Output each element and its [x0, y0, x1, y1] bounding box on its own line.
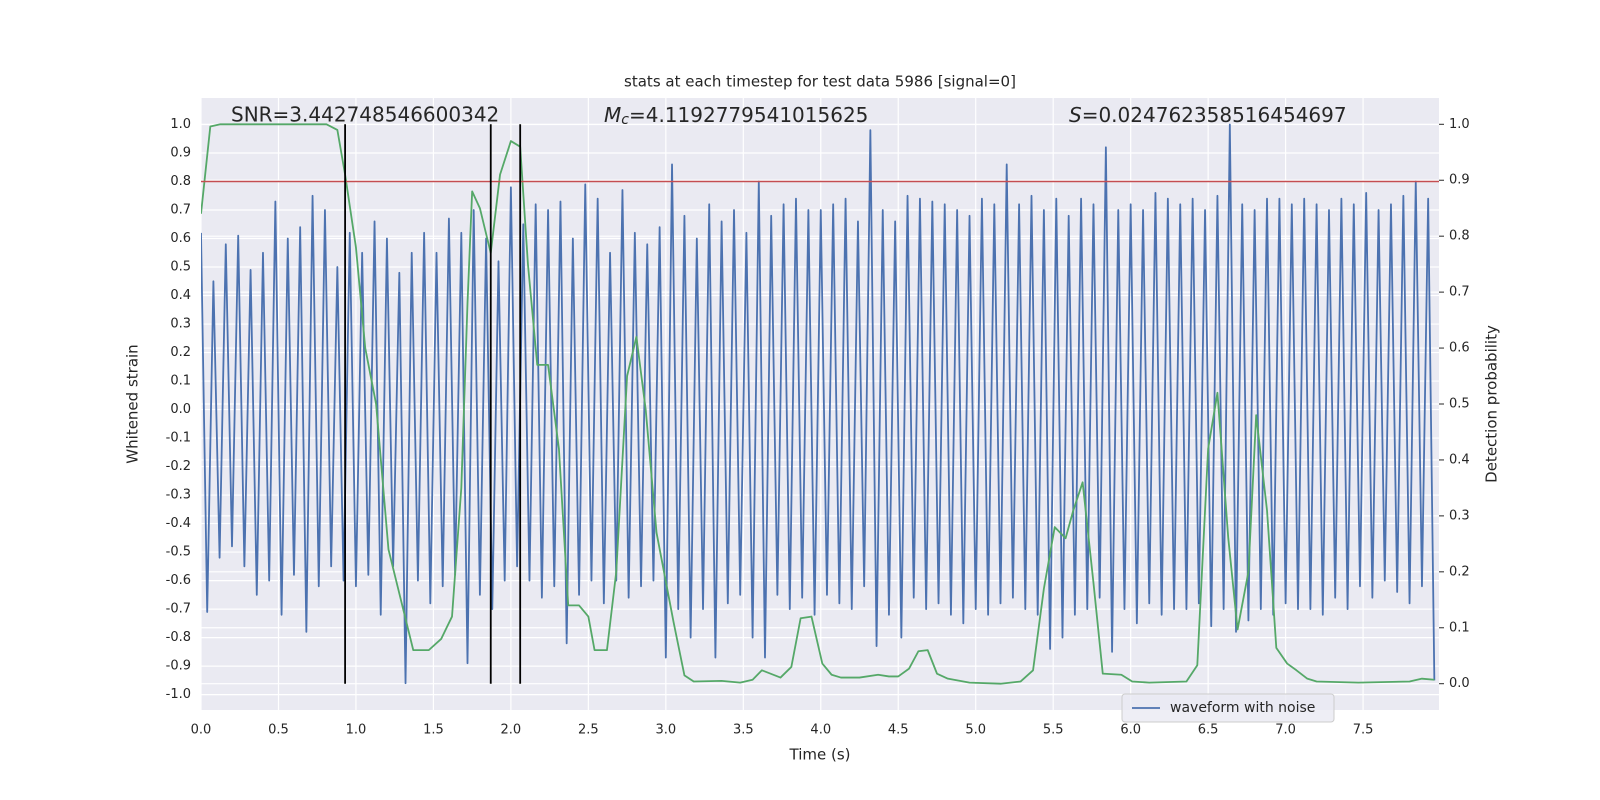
y-tick-label: -0.5: [166, 545, 191, 560]
y2-tick-label: 0.4: [1449, 452, 1470, 467]
y2-tick-label: 0.2: [1449, 564, 1470, 579]
x-tick-label: 2.0: [501, 723, 522, 738]
annotation-value: =0.024762358516454697: [1082, 103, 1347, 127]
annotation: Mc=4.1192779541015625: [604, 103, 868, 128]
x-tick-label: 0.0: [191, 723, 212, 738]
legend-label: waveform with noise: [1170, 700, 1315, 716]
x-tick-label: 6.5: [1198, 723, 1219, 738]
y-tick-label: -1.0: [166, 687, 191, 702]
y-axis-label: Whitened strain: [124, 344, 142, 463]
y2-tick-label: 0.3: [1449, 508, 1470, 523]
x-tick-label: 5.0: [965, 723, 986, 738]
y-tick-label: -0.7: [166, 602, 191, 617]
y2-tick-label: 0.8: [1449, 229, 1470, 244]
annotation: SNR=3.442748546600342: [231, 103, 499, 127]
x-tick-label: 4.5: [888, 723, 909, 738]
x-tick-label: 3.0: [655, 723, 676, 738]
y2-tick-label: 1.0: [1449, 117, 1470, 132]
waveform-line: [201, 123, 1436, 685]
x-tick-label: 1.5: [423, 723, 444, 738]
y-tick-label: -0.3: [166, 488, 191, 503]
y-tick-label: -0.8: [166, 630, 191, 645]
y-tick-label: 0.8: [170, 174, 191, 189]
y-tick-label: 0.7: [170, 203, 191, 218]
annotation-value: =4.1192779541015625: [629, 103, 868, 127]
annotation-symbol: M: [604, 103, 621, 127]
chart-title: stats at each timestep for test data 598…: [624, 73, 1016, 91]
y-tick-label: -0.9: [166, 659, 191, 674]
probability-line: [201, 123, 1435, 685]
x-tick-label: 5.5: [1043, 723, 1064, 738]
y-tick-label: -0.6: [166, 573, 191, 588]
y2-tick-label: 0.5: [1449, 397, 1470, 412]
y-tick-label: 0.3: [170, 317, 191, 332]
y2-tick-label: 0.0: [1449, 676, 1470, 691]
x-tick-label: 0.5: [268, 723, 289, 738]
y2-tick-label: 0.9: [1449, 173, 1470, 188]
y-tick-label: 0.5: [170, 260, 191, 275]
y-tick-label: -0.2: [166, 459, 191, 474]
x-tick-label: 2.5: [578, 723, 599, 738]
x-tick-label: 3.5: [733, 723, 754, 738]
y-tick-label: -0.4: [166, 516, 191, 531]
x-tick-label: 6.0: [1120, 723, 1141, 738]
x-tick-label: 4.0: [810, 723, 831, 738]
y-tick-label: 0.0: [170, 402, 191, 417]
y2-tick-label: 0.7: [1449, 285, 1470, 300]
y2-tick-label: 0.6: [1449, 341, 1470, 356]
annotation-symbol: S: [1069, 103, 1082, 127]
y-tick-label: -0.1: [166, 431, 191, 446]
y-tick-label: 0.4: [170, 288, 191, 303]
y-tick-label: 0.9: [170, 146, 191, 161]
y-tick-label: 0.1: [170, 374, 191, 389]
x-axis-label: Time (s): [789, 746, 851, 764]
y2-tick-label: 0.1: [1449, 620, 1470, 635]
x-tick-label: 7.0: [1275, 723, 1296, 738]
y-tick-label: 0.2: [170, 345, 191, 360]
x-tick-label: 7.5: [1353, 723, 1374, 738]
annotation-subscript: c: [621, 112, 629, 128]
y2-axis-label: Detection probability: [1483, 325, 1501, 483]
y-tick-label: 1.0: [170, 117, 191, 132]
legend-box: [1121, 693, 1335, 723]
x-tick-label: 1.0: [346, 723, 367, 738]
y-tick-label: 0.6: [170, 231, 191, 246]
annotation: S=0.024762358516454697: [1069, 103, 1347, 127]
